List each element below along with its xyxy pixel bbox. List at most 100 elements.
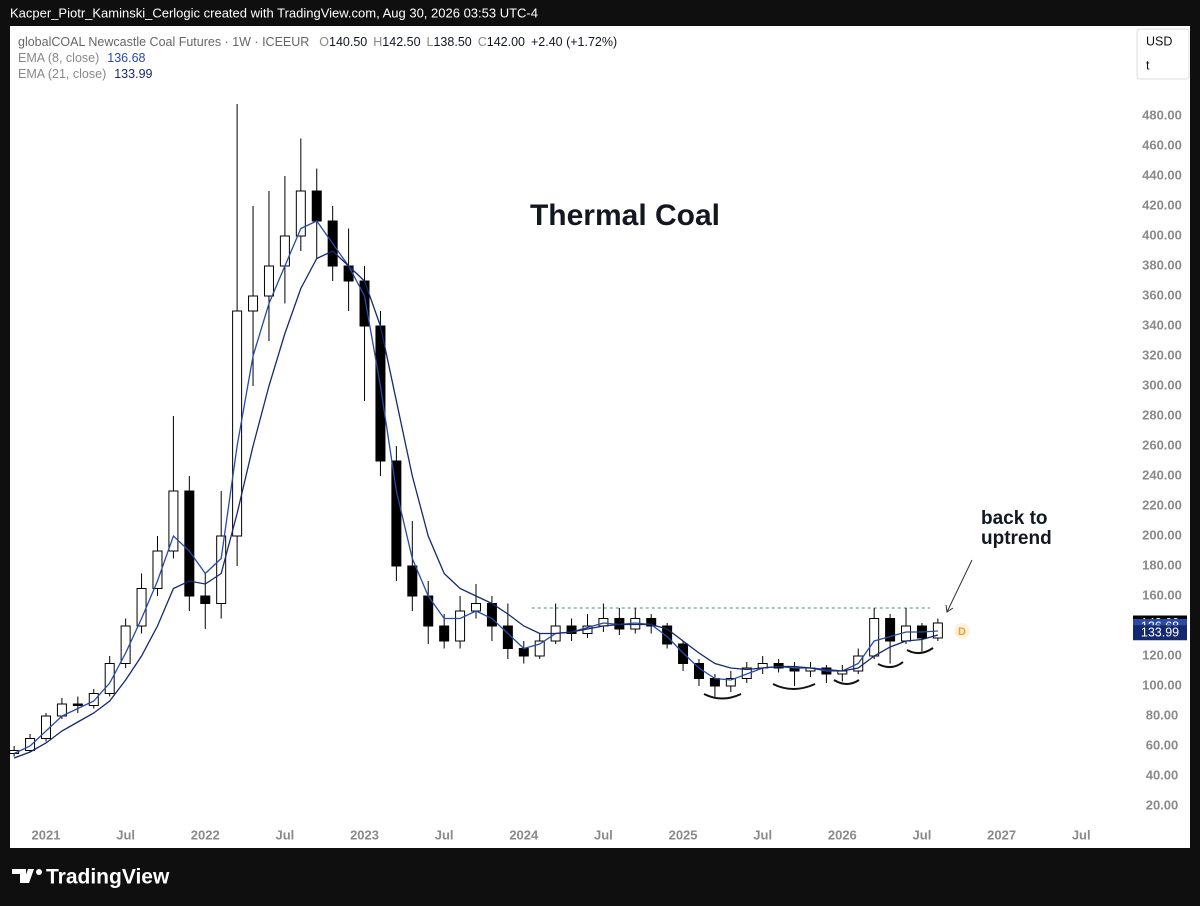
x-tick-label: 2026 [828, 827, 857, 842]
chart-title: Thermal Coal [530, 199, 720, 232]
candle-body [263, 265, 274, 297]
candle-body [375, 325, 386, 462]
x-tick-label: 2027 [987, 827, 1016, 842]
candle-body [136, 588, 147, 627]
marker-badge[interactable] [954, 623, 970, 639]
ema-tag-bg [1133, 625, 1187, 641]
candle-body [216, 535, 227, 604]
candle-body [869, 618, 880, 657]
candle-body [518, 648, 529, 657]
legend-name: EMA (8, close) [18, 51, 99, 65]
currency: USD [1146, 34, 1172, 48]
ohlc-key: H [373, 35, 382, 49]
x-tick-label: 2025 [669, 827, 698, 842]
legend-name: EMA (21, close) [18, 67, 106, 81]
candle-body [566, 625, 577, 634]
candle-body [709, 678, 720, 687]
x-tick-label: 2024 [509, 827, 539, 842]
candle-body [248, 295, 259, 312]
candle-body [152, 550, 163, 589]
chart-area [10, 26, 1190, 848]
top-bar [0, 0, 1200, 26]
x-tick-label: Jul [116, 827, 135, 842]
candle-body [455, 610, 466, 642]
candle-body [471, 603, 482, 612]
candle-body [200, 595, 211, 604]
candle-body [662, 625, 673, 645]
y-tick-label: 40.00 [1146, 767, 1179, 782]
y-tick-label: 480.00 [1142, 107, 1182, 122]
y-tick-label: 240.00 [1142, 467, 1182, 482]
y-tick-label: 320.00 [1142, 347, 1182, 362]
x-tick-label: 2021 [32, 827, 61, 842]
candle-body [486, 603, 497, 627]
candle-body [741, 667, 752, 679]
ohlc-value: 142.00 [487, 35, 525, 49]
candle-body [391, 460, 402, 567]
y-tick-label: 120.00 [1142, 647, 1182, 662]
candle-body [104, 663, 115, 694]
ohlc-value: 138.50 [433, 35, 471, 49]
candle-body [725, 678, 736, 687]
unit: t [1146, 58, 1150, 72]
y-tick-label: 460.00 [1142, 137, 1182, 152]
change: +2.40 (+1.72%) [531, 35, 617, 49]
candle-body [646, 618, 657, 627]
candle-body [311, 190, 322, 222]
y-tick-label: 160.00 [1142, 587, 1182, 602]
y-tick-label: 300.00 [1142, 377, 1182, 392]
x-tick-label: 2023 [350, 827, 379, 842]
brand-logo [12, 869, 41, 883]
x-tick-label: Jul [435, 827, 454, 842]
y-tick-label: 20.00 [1146, 797, 1179, 812]
y-tick-label: 340.00 [1142, 317, 1182, 332]
candle-body [168, 490, 179, 552]
ema-tag: 133.99 [1141, 626, 1179, 640]
brand: TradingView [46, 866, 170, 889]
candle-body [932, 622, 943, 639]
y-tick-label: 80.00 [1146, 707, 1179, 722]
x-tick-label: Jul [275, 827, 294, 842]
y-tick-label: 440.00 [1142, 167, 1182, 182]
legend-value: 133.99 [114, 67, 152, 81]
legend-value: 136.68 [107, 51, 145, 65]
y-tick-label: 420.00 [1142, 197, 1182, 212]
annotation-arrow [945, 559, 973, 613]
candle-body [88, 693, 99, 706]
x-tick-label: Jul [594, 827, 613, 842]
candle-body [885, 618, 896, 642]
legend-line: EMA (8, close) 136.68 [18, 51, 146, 65]
x-tick-label: Jul [753, 827, 772, 842]
credit: Kacper_Piotr_Kaminski_Cerlogic created w… [10, 5, 538, 20]
brand-logo-dot [36, 869, 42, 875]
annotation: uptrend [981, 528, 1052, 549]
base-arcs [703, 647, 934, 700]
ohlc-key: L [427, 35, 434, 49]
candle-body [184, 490, 195, 597]
legend-line: EMA (21, close) 133.99 [18, 67, 153, 81]
x-tick-label: 2022 [191, 827, 220, 842]
instrument: globalCOAL Newcastle Coal Futures · 1W ·… [18, 35, 309, 49]
y-tick-label: 180.00 [1142, 557, 1182, 572]
legend-line: globalCOAL Newcastle Coal Futures · 1W ·… [18, 35, 617, 49]
candle-body [407, 565, 418, 597]
y-tick-label: 200.00 [1142, 527, 1182, 542]
y-tick-label: 260.00 [1142, 437, 1182, 452]
y-tick-label: 100.00 [1142, 677, 1182, 692]
ohlc-key: O [319, 35, 329, 49]
y-tick-label: 400.00 [1142, 227, 1182, 242]
currency-box[interactable] [1136, 28, 1190, 80]
y-tick-label: 60.00 [1146, 737, 1179, 752]
candle-body [598, 618, 609, 627]
y-tick-label: 220.00 [1142, 497, 1182, 512]
candle-body [279, 235, 290, 267]
ohlc-value: 142.50 [382, 35, 420, 49]
candle-body [439, 625, 450, 642]
x-tick-label: Jul [913, 827, 932, 842]
y-tick-label: 280.00 [1142, 407, 1182, 422]
candle-body [534, 640, 545, 657]
footer [0, 848, 1200, 906]
marker: D [958, 626, 966, 638]
ohlc-key: C [478, 35, 487, 49]
x-tick-label: Jul [1072, 827, 1091, 842]
